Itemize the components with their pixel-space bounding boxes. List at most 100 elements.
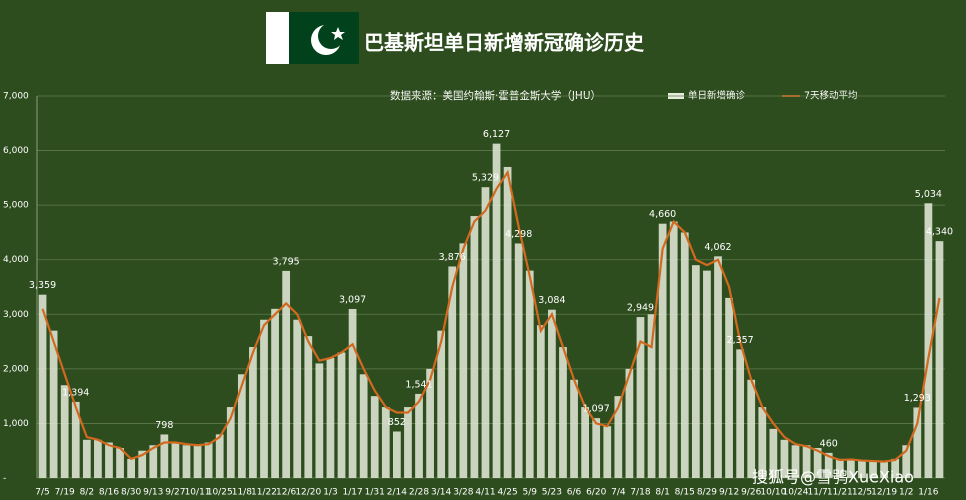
bar xyxy=(426,368,434,478)
value-label: 2,357 xyxy=(727,335,754,346)
x-tick-label: 4/25 xyxy=(498,488,518,498)
value-label: 6,127 xyxy=(483,129,510,140)
bar xyxy=(769,428,778,478)
value-label: 3,795 xyxy=(273,256,300,267)
bar xyxy=(647,314,656,478)
x-tick-label: 8/2 xyxy=(80,488,94,498)
bar xyxy=(935,241,944,478)
bar xyxy=(237,374,246,478)
bar xyxy=(791,445,800,478)
bar xyxy=(924,203,933,479)
bar xyxy=(215,434,224,478)
bar xyxy=(171,442,180,478)
x-tick-label: 11/22 xyxy=(251,488,277,498)
bar xyxy=(581,407,589,478)
bar xyxy=(326,357,335,478)
bar xyxy=(824,452,833,478)
bar xyxy=(691,265,700,478)
bar xyxy=(448,266,457,478)
x-tick-label: 10/24 xyxy=(783,488,809,498)
x-tick-label: 8/29 xyxy=(697,488,717,498)
value-label: 1,293 xyxy=(904,393,931,404)
y-tick-label: 7,000 xyxy=(3,92,29,102)
value-label: 5,034 xyxy=(915,189,942,200)
bar xyxy=(160,434,169,478)
watermark: 搜狐号@雪鸮XueXiao xyxy=(752,468,914,487)
bar xyxy=(370,396,379,478)
value-label: 3,084 xyxy=(538,295,565,306)
value-label: 3,359 xyxy=(29,280,56,291)
value-label: 4,062 xyxy=(704,242,731,253)
x-tick-label: 5/23 xyxy=(542,488,562,498)
x-tick-label: 1/2 xyxy=(899,488,913,498)
y-tick-label: - xyxy=(3,474,6,484)
bar xyxy=(470,216,479,479)
bar xyxy=(182,445,191,478)
x-tick-label: 9/27 xyxy=(165,488,185,498)
x-tick-label: 1/17 xyxy=(342,488,362,498)
bar xyxy=(271,308,279,478)
x-tick-label: 1/16 xyxy=(918,488,938,498)
bar xyxy=(548,309,556,478)
bar xyxy=(481,187,490,479)
bar xyxy=(71,401,80,478)
bar xyxy=(138,450,147,478)
x-tick-label: 12/20 xyxy=(295,488,321,498)
bar xyxy=(105,442,113,478)
bar xyxy=(293,319,302,478)
x-tick-label: 1/3 xyxy=(323,488,337,498)
x-tick-label: 9/13 xyxy=(143,488,163,498)
source-note: 数据来源：美国约翰斯·霍普金斯大学（JHU） xyxy=(390,89,601,102)
value-label: 460 xyxy=(820,438,838,449)
bar xyxy=(193,445,202,478)
value-label: 4,340 xyxy=(926,227,953,238)
value-label: 1,394 xyxy=(62,387,89,398)
value-label: 3,097 xyxy=(339,294,366,305)
bar xyxy=(249,347,257,478)
value-label: 1,097 xyxy=(583,404,610,415)
bar xyxy=(204,442,213,478)
x-tick-label: 7/18 xyxy=(630,488,650,498)
bar xyxy=(780,439,789,478)
chart-title: 巴基斯坦单日新增新冠确诊历史 xyxy=(364,31,645,55)
bar xyxy=(304,336,313,478)
x-tick-label: 7/4 xyxy=(611,488,626,498)
bar xyxy=(869,460,877,478)
bar xyxy=(636,317,645,478)
bar xyxy=(725,297,733,478)
value-label: 5,329 xyxy=(472,173,499,184)
bar xyxy=(902,445,911,478)
x-tick-label: 8/15 xyxy=(675,488,695,498)
x-tick-label: 11/7 xyxy=(808,488,828,498)
bar xyxy=(913,407,922,478)
bar xyxy=(149,445,158,478)
x-tick-label: 6/6 xyxy=(567,488,582,498)
bar xyxy=(680,232,689,478)
bar xyxy=(381,407,390,478)
y-tick-label: 5,000 xyxy=(3,201,29,211)
bar xyxy=(736,349,745,478)
y-tick-label: 1,000 xyxy=(3,419,29,429)
bar xyxy=(492,143,501,478)
bar xyxy=(82,439,91,478)
bar xyxy=(393,431,401,478)
bar xyxy=(536,325,545,478)
legend-label: 单日新增确诊 xyxy=(688,90,746,102)
bar xyxy=(858,459,866,478)
moving-average-line xyxy=(41,169,941,463)
bar xyxy=(404,407,412,478)
bar xyxy=(226,407,235,478)
bar xyxy=(49,330,58,478)
x-tick-label: 9/26 xyxy=(741,488,761,498)
value-label: 852 xyxy=(388,417,406,428)
bar xyxy=(813,447,822,478)
bar xyxy=(703,270,711,478)
legend-label: 7天移动平均 xyxy=(804,90,858,102)
x-tick-label: 1/31 xyxy=(365,488,385,498)
bar xyxy=(315,363,324,478)
bar xyxy=(603,426,612,478)
bar xyxy=(847,458,855,478)
x-tick-label: 10/25 xyxy=(207,488,233,498)
x-tick-label: 2/14 xyxy=(387,488,407,498)
bar xyxy=(714,256,722,478)
